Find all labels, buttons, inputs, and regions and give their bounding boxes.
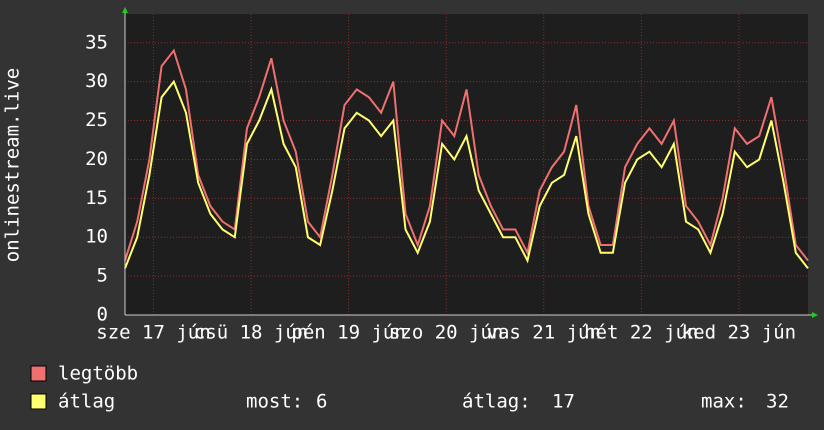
y-tick-label: 15	[85, 187, 108, 209]
y-tick-label: 0	[97, 304, 108, 326]
stat-label: max:	[701, 391, 747, 413]
y-axis-label: onlinestream.live	[2, 68, 24, 262]
y-tick-label: 30	[85, 70, 108, 92]
x-tick-label: csü 18 jún	[194, 322, 308, 344]
stat-value: 6	[316, 391, 327, 413]
stat-value: 17	[552, 391, 575, 413]
x-tick-label: pén 19 jún	[291, 322, 405, 344]
x-tick-label: ked 23 jún	[682, 322, 796, 344]
legend-swatch	[30, 393, 47, 410]
legend-label: legtöbb	[58, 363, 138, 385]
plot-area	[125, 14, 808, 315]
y-tick-label: 25	[85, 109, 108, 131]
stat-value: 32	[766, 391, 789, 413]
y-tick-label: 35	[85, 31, 108, 53]
series-line	[124, 79, 809, 269]
series-line	[124, 48, 809, 262]
stat-label: most:	[246, 391, 303, 413]
axis-arrow	[812, 312, 818, 318]
stat-label: átlag:	[462, 391, 531, 413]
legend-label: átlag	[58, 391, 115, 413]
x-tick-label: sze 17 jún	[96, 322, 210, 344]
x-tick-label: hét 22 jún	[584, 322, 698, 344]
y-tick-label: 20	[85, 148, 108, 170]
x-tick-label: szo 20 jún	[389, 322, 503, 344]
x-tick-label: vas 21 jún	[487, 322, 601, 344]
y-tick-label: 5	[97, 265, 108, 287]
y-tick-label: 10	[85, 226, 108, 248]
legend-swatch	[30, 365, 47, 382]
axis-arrow	[122, 7, 128, 13]
